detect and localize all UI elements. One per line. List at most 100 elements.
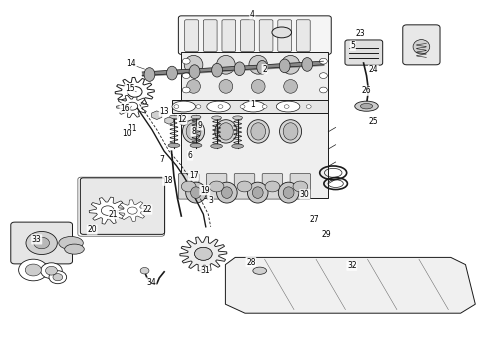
Text: 14: 14 [126, 59, 136, 68]
Ellipse shape [187, 80, 200, 93]
Ellipse shape [219, 123, 233, 140]
Circle shape [319, 73, 327, 78]
Circle shape [284, 105, 289, 108]
Polygon shape [118, 200, 147, 221]
Polygon shape [115, 77, 154, 106]
Text: 23: 23 [355, 29, 365, 38]
Ellipse shape [169, 115, 179, 119]
Ellipse shape [59, 237, 83, 249]
Ellipse shape [215, 120, 237, 143]
Circle shape [209, 181, 224, 192]
Circle shape [306, 105, 311, 108]
Circle shape [240, 105, 245, 108]
Circle shape [19, 259, 48, 281]
Ellipse shape [284, 80, 297, 93]
Ellipse shape [233, 116, 243, 120]
Ellipse shape [257, 60, 268, 74]
Ellipse shape [65, 244, 84, 254]
Text: 9: 9 [197, 121, 202, 130]
Ellipse shape [191, 187, 201, 198]
Polygon shape [165, 117, 173, 124]
Text: 17: 17 [189, 171, 198, 180]
Ellipse shape [252, 187, 263, 198]
Ellipse shape [242, 101, 265, 112]
Text: 21: 21 [109, 210, 119, 219]
FancyBboxPatch shape [222, 20, 236, 51]
Ellipse shape [217, 55, 235, 74]
Text: 33: 33 [32, 235, 42, 244]
Text: 5: 5 [350, 41, 355, 50]
Ellipse shape [279, 120, 301, 143]
Circle shape [101, 206, 114, 215]
Text: 34: 34 [146, 278, 156, 287]
Circle shape [127, 102, 138, 110]
FancyBboxPatch shape [178, 174, 199, 199]
Ellipse shape [361, 104, 372, 109]
Ellipse shape [355, 101, 378, 111]
Circle shape [196, 105, 201, 108]
FancyBboxPatch shape [11, 222, 73, 264]
FancyBboxPatch shape [234, 174, 255, 199]
Polygon shape [180, 119, 188, 126]
Ellipse shape [234, 62, 245, 76]
Circle shape [26, 231, 57, 255]
Text: 31: 31 [200, 266, 210, 275]
Ellipse shape [144, 68, 155, 81]
FancyBboxPatch shape [296, 20, 310, 51]
FancyBboxPatch shape [262, 174, 283, 199]
Circle shape [181, 181, 196, 192]
FancyBboxPatch shape [203, 20, 217, 51]
FancyBboxPatch shape [259, 20, 273, 51]
Ellipse shape [172, 101, 196, 112]
Text: 25: 25 [368, 117, 378, 126]
Circle shape [127, 207, 137, 214]
Circle shape [49, 271, 67, 284]
Circle shape [262, 105, 267, 108]
Ellipse shape [182, 120, 205, 143]
Ellipse shape [278, 182, 299, 203]
Text: 8: 8 [191, 127, 196, 136]
Ellipse shape [186, 123, 201, 140]
Ellipse shape [247, 120, 269, 143]
Ellipse shape [249, 55, 268, 74]
FancyBboxPatch shape [80, 178, 165, 234]
Circle shape [293, 181, 308, 192]
Ellipse shape [283, 123, 298, 140]
Ellipse shape [251, 80, 265, 93]
Ellipse shape [272, 27, 292, 38]
Circle shape [182, 87, 190, 93]
Ellipse shape [276, 101, 300, 112]
Ellipse shape [232, 144, 244, 148]
Text: 15: 15 [125, 84, 135, 93]
Ellipse shape [186, 182, 206, 203]
FancyBboxPatch shape [172, 100, 328, 113]
Text: 4: 4 [250, 10, 255, 19]
Ellipse shape [207, 101, 230, 112]
Text: 30: 30 [300, 190, 310, 199]
Ellipse shape [212, 63, 222, 77]
Ellipse shape [253, 267, 267, 274]
Text: 27: 27 [310, 215, 319, 224]
FancyBboxPatch shape [206, 174, 227, 199]
Text: 13: 13 [159, 107, 169, 116]
Text: 18: 18 [163, 176, 172, 185]
Circle shape [195, 247, 212, 260]
FancyBboxPatch shape [345, 40, 383, 65]
Circle shape [174, 105, 179, 108]
Text: 26: 26 [362, 86, 371, 95]
Polygon shape [225, 257, 475, 313]
Ellipse shape [281, 55, 300, 74]
Text: 3: 3 [208, 196, 213, 205]
Circle shape [218, 105, 223, 108]
Ellipse shape [279, 59, 290, 73]
Ellipse shape [168, 143, 180, 148]
Circle shape [265, 181, 280, 192]
Text: 32: 32 [347, 261, 357, 270]
Ellipse shape [190, 143, 202, 148]
Circle shape [127, 86, 142, 97]
Ellipse shape [211, 144, 222, 148]
FancyBboxPatch shape [290, 174, 311, 199]
Polygon shape [180, 237, 227, 271]
Ellipse shape [184, 55, 203, 74]
FancyBboxPatch shape [241, 20, 254, 51]
